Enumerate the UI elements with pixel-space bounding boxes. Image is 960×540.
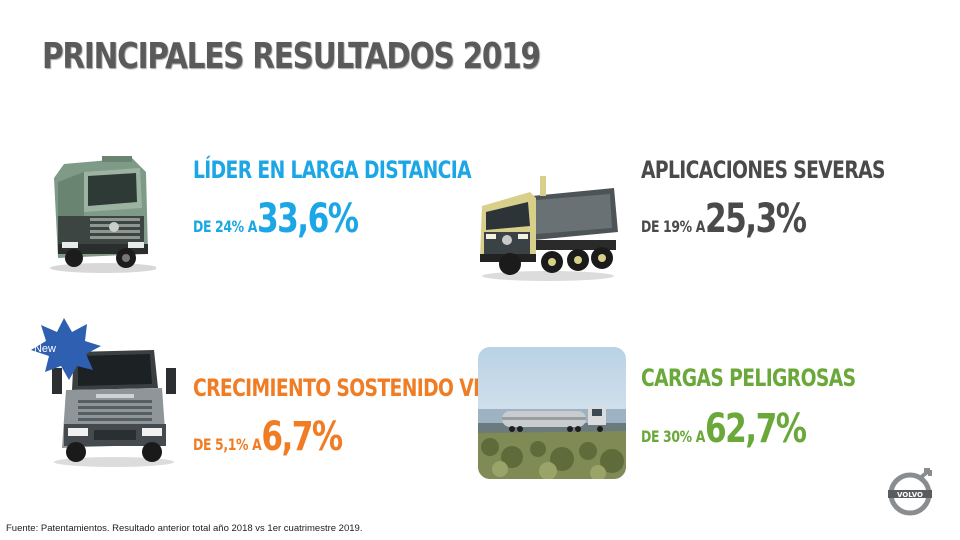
headline-sustained-growth-vm: CRECIMIENTO SOSTENIDO VM [193, 374, 492, 402]
volvo-logo: VOLVO [888, 468, 932, 516]
stat-sustained-growth-vm: DE 5,1% A6,7% [193, 414, 343, 460]
stat-prefix: DE 30% A [641, 427, 705, 446]
tanker-truck-image [478, 347, 626, 479]
stat-value: 33,6% [256, 196, 359, 242]
stat-long-distance: DE 24% A33,6% [193, 196, 359, 242]
stat-prefix: DE 5,1% A [193, 435, 262, 454]
stat-prefix: DE 24% A [193, 217, 257, 236]
dump-truck-image [480, 176, 618, 281]
headline-dangerous-cargo: CARGAS PELIGROSAS [641, 364, 856, 392]
headline-severe-applications: APLICACIONES SEVERAS [641, 156, 885, 184]
source-footnote: Fuente: Patentamientos. Resultado anteri… [6, 523, 363, 534]
stat-dangerous-cargo: DE 30% A62,7% [641, 406, 807, 452]
tractor-truck-image [50, 156, 156, 273]
new-badge-label: New [33, 343, 56, 355]
stat-value: 6,7% [261, 414, 343, 460]
headline-long-distance: LÍDER EN LARGA DISTANCIA [193, 156, 472, 184]
new-badge-icon [31, 318, 101, 380]
page-title: PRINCIPALES RESULTADOS 2019 [42, 36, 541, 77]
stat-prefix: DE 19% A [641, 217, 705, 236]
vm-truck-image [52, 350, 176, 467]
stat-severe-applications: DE 19% A25,3% [641, 196, 807, 242]
stat-value: 62,7% [704, 406, 807, 452]
svg-text:VOLVO: VOLVO [897, 491, 923, 499]
stat-value: 25,3% [704, 196, 807, 242]
